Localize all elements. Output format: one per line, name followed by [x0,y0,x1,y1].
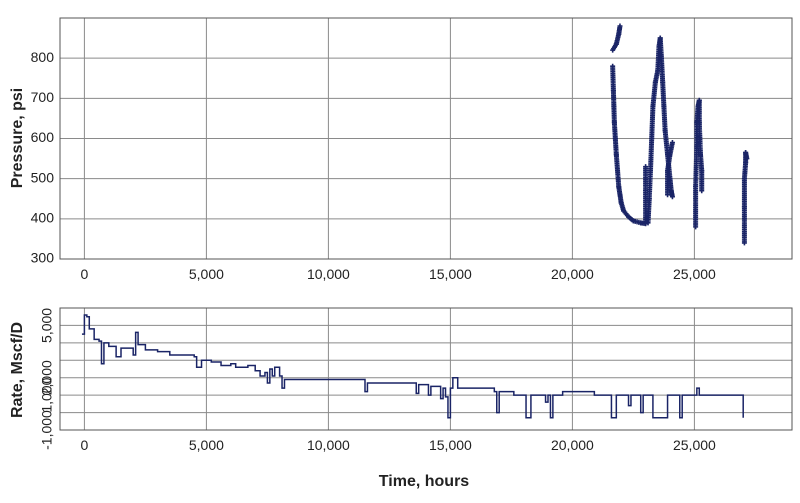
pressure-y-tick-label: 700 [31,89,55,105]
rate-x-tick-labels: 0 5,000 10,000 15,000 20,000 25,000 [81,437,717,453]
pressure-points [610,23,750,246]
pressure-x-tick-label: 10,000 [307,266,350,282]
rate-x-tick-label: 10,000 [307,437,350,453]
pressure-panel: 0 5,000 10,000 15,000 20,000 25,000 300 400 500… [9,17,793,282]
pressure-point [699,188,705,194]
rate-x-tick-label: 0 [81,437,89,453]
pressure-x-tick-label: 0 [81,266,89,282]
pressure-x-tick-label: 20,000 [551,266,594,282]
rate-y-tick-label: 2,000 [39,360,55,395]
rate-x-tick-label: 5,000 [189,437,224,453]
pressure-point [643,164,649,170]
rate-x-tick-label: 20,000 [551,437,594,453]
rate-y-tick-label: 1,000 [39,377,55,412]
pressure-point [669,194,675,200]
pressure-y-tick-labels: 300 400 500 600 700 800 [31,49,55,266]
pressure-point [669,140,675,146]
pressure-y-axis-label: Pressure, psi [9,88,26,189]
rate-x-tick-label: 15,000 [429,437,472,453]
time-x-axis-label: Time, hours [379,473,469,490]
rate-panel: 0 5,000 10,000 15,000 20,000 25,000 -1,0001,0… [9,307,793,490]
pressure-y-tick-label: 800 [31,49,55,65]
pressure-y-tick-label: 500 [31,169,55,185]
pressure-y-tick-label: 400 [31,210,55,226]
rate-y-tick-label: -1,000 [39,410,55,450]
rate-plot-frame [59,307,793,431]
rate-y-tick-label: 5,000 [39,308,55,343]
pressure-point [744,156,750,162]
pressure-plot-frame [59,17,793,260]
pressure-x-tick-label: 25,000 [673,266,716,282]
pressure-y-tick-label: 600 [31,129,55,145]
pressure-x-tick-label: 15,000 [429,266,472,282]
pressure-x-tick-labels: 0 5,000 10,000 15,000 20,000 25,000 [81,266,717,282]
pressure-point [617,23,623,29]
rate-series-line [81,314,744,419]
pressure-x-tick-label: 5,000 [189,266,224,282]
rate-y-axis-label: Rate, Mscf/D [9,322,26,418]
rate-line [81,314,744,419]
pressure-y-tick-label: 300 [31,250,55,266]
rate-x-tick-label: 25,000 [673,437,716,453]
